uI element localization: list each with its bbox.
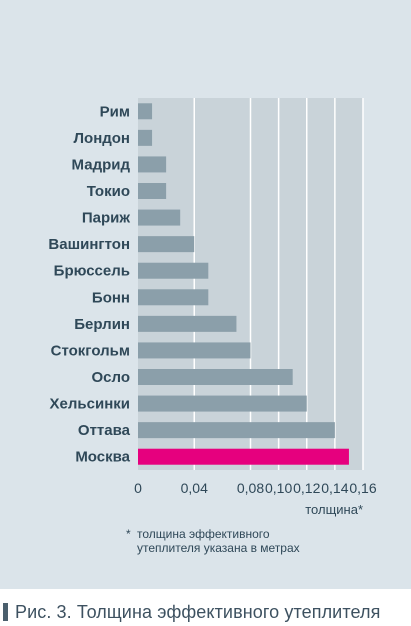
category-labels: Рим Лондон Мадрид Токио Париж Вашингтон Брюссе…: [48, 103, 130, 465]
x-axis-title: толщина*: [305, 502, 363, 517]
x-tick-label-2: 0,08: [237, 480, 264, 496]
x-tick-labels: 0 0,04 0,08 0,10 0,12 0,14 0,16: [134, 480, 377, 496]
bar-3: [138, 183, 167, 199]
footnote: * толщина эффективного утеплителя указан…: [126, 527, 397, 555]
bar-11: [138, 395, 307, 412]
footnote-marker: *: [126, 527, 131, 541]
category-label-2: Мадрид: [72, 156, 131, 173]
category-label-7: Бонн: [92, 289, 130, 306]
category-label-8: Берлин: [74, 316, 130, 333]
bar-5: [138, 236, 195, 253]
bar-12: [138, 422, 335, 439]
bar-8: [138, 315, 237, 332]
x-tick-label-0: 0: [134, 480, 142, 496]
bar-7: [138, 289, 209, 306]
x-tick-label-1: 0,04: [181, 480, 208, 496]
category-label-13: Москва: [75, 449, 130, 466]
category-label-5: Вашингтон: [48, 236, 130, 253]
category-label-1: Лондон: [74, 130, 131, 147]
category-label-12: Оттава: [78, 422, 131, 439]
category-label-6: Брюссель: [54, 263, 130, 280]
bar-2: [138, 156, 167, 173]
caption-marker: [3, 603, 8, 621]
x-tick-label-3: 0,10: [265, 480, 292, 496]
x-tick-label-4: 0,12: [293, 480, 320, 496]
footnote-text: толщина эффективного утеплителя указана …: [137, 527, 300, 555]
category-label-4: Париж: [82, 210, 131, 227]
category-label-10: Осло: [91, 369, 130, 386]
category-label-9: Стокгольм: [51, 342, 130, 359]
bar-chart: Рим Лондон Мадрид Токио Париж Вашингтон Брюссе…: [48, 98, 377, 517]
bar-9: [138, 342, 251, 359]
bar-6: [138, 262, 209, 279]
bar-10: [138, 369, 293, 385]
x-tick-label-5: 0,14: [321, 480, 348, 496]
bar-1: [138, 129, 153, 146]
caption-text: Рис. 3. Толщина эффективного утеплителя: [15, 601, 381, 622]
figure-caption: Рис. 3. Толщина эффективного утеплителя: [3, 600, 380, 624]
category-label-0: Рим: [100, 103, 130, 120]
bar-4: [138, 209, 181, 226]
bar-0: [138, 103, 153, 120]
x-tick-label-6: 0,16: [349, 480, 376, 496]
bar-13: [138, 448, 349, 465]
bars: [138, 103, 349, 465]
category-label-11: Хельсинки: [50, 396, 130, 413]
category-label-3: Токио: [87, 183, 130, 200]
